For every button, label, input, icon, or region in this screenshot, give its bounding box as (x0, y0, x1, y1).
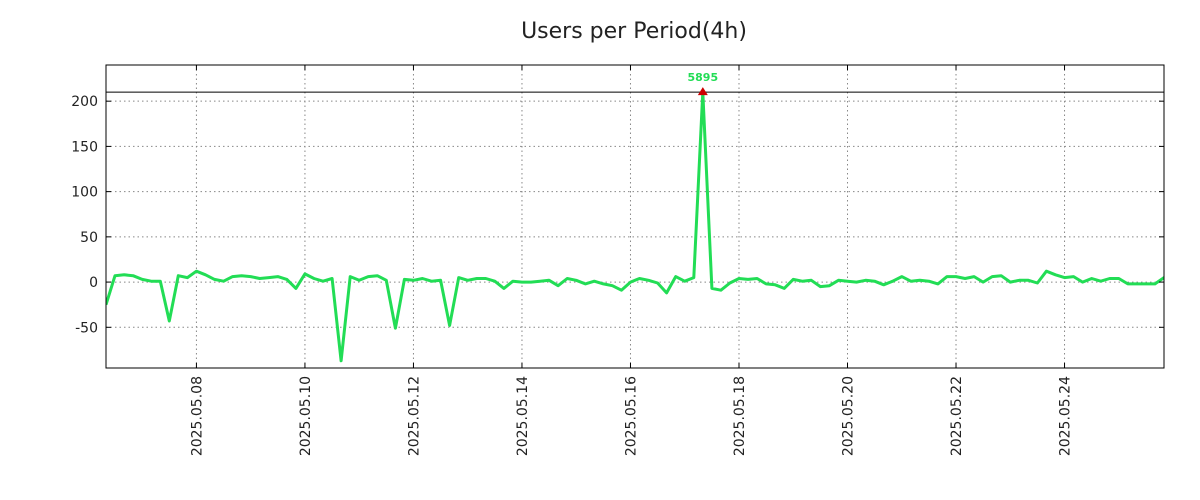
x-tick-label: 2025.05.20 (841, 376, 857, 456)
x-tick-label: 2025.05.24 (1058, 376, 1074, 456)
peak-marker (697, 87, 708, 96)
x-tick-label: 2025.05.08 (189, 376, 205, 456)
series-line (106, 90, 1164, 363)
x-axis: 2025.05.08 2025.05.10 2025.05.12 2025.05.14… (189, 65, 1074, 456)
x-tick-label: 2025.05.12 (406, 376, 422, 456)
y-axis: -50 0 50 100 150 200 (71, 94, 1164, 336)
plot-frame (105, 64, 1165, 369)
y-tick-label: -50 (75, 320, 98, 336)
y-tick-label: 0 (89, 275, 98, 291)
x-tick-label: 2025.05.22 (949, 376, 965, 456)
peak-layer: 5895 (688, 71, 719, 96)
x-tick-label: 2025.05.18 (732, 376, 748, 456)
peak-label: 5895 (688, 71, 719, 84)
series-layer (106, 90, 1164, 363)
x-tick-label: 2025.05.10 (298, 376, 314, 456)
x-tick-label: 2025.05.16 (623, 376, 639, 456)
chart-title: Users per Period(4h) (521, 19, 747, 44)
x-tick-label: 2025.05.14 (515, 376, 531, 456)
y-tick-label: 200 (71, 94, 98, 110)
grid (106, 65, 1164, 368)
y-tick-label: 150 (71, 139, 98, 155)
y-tick-label: 50 (80, 230, 98, 246)
y-tick-label: 100 (71, 185, 98, 201)
